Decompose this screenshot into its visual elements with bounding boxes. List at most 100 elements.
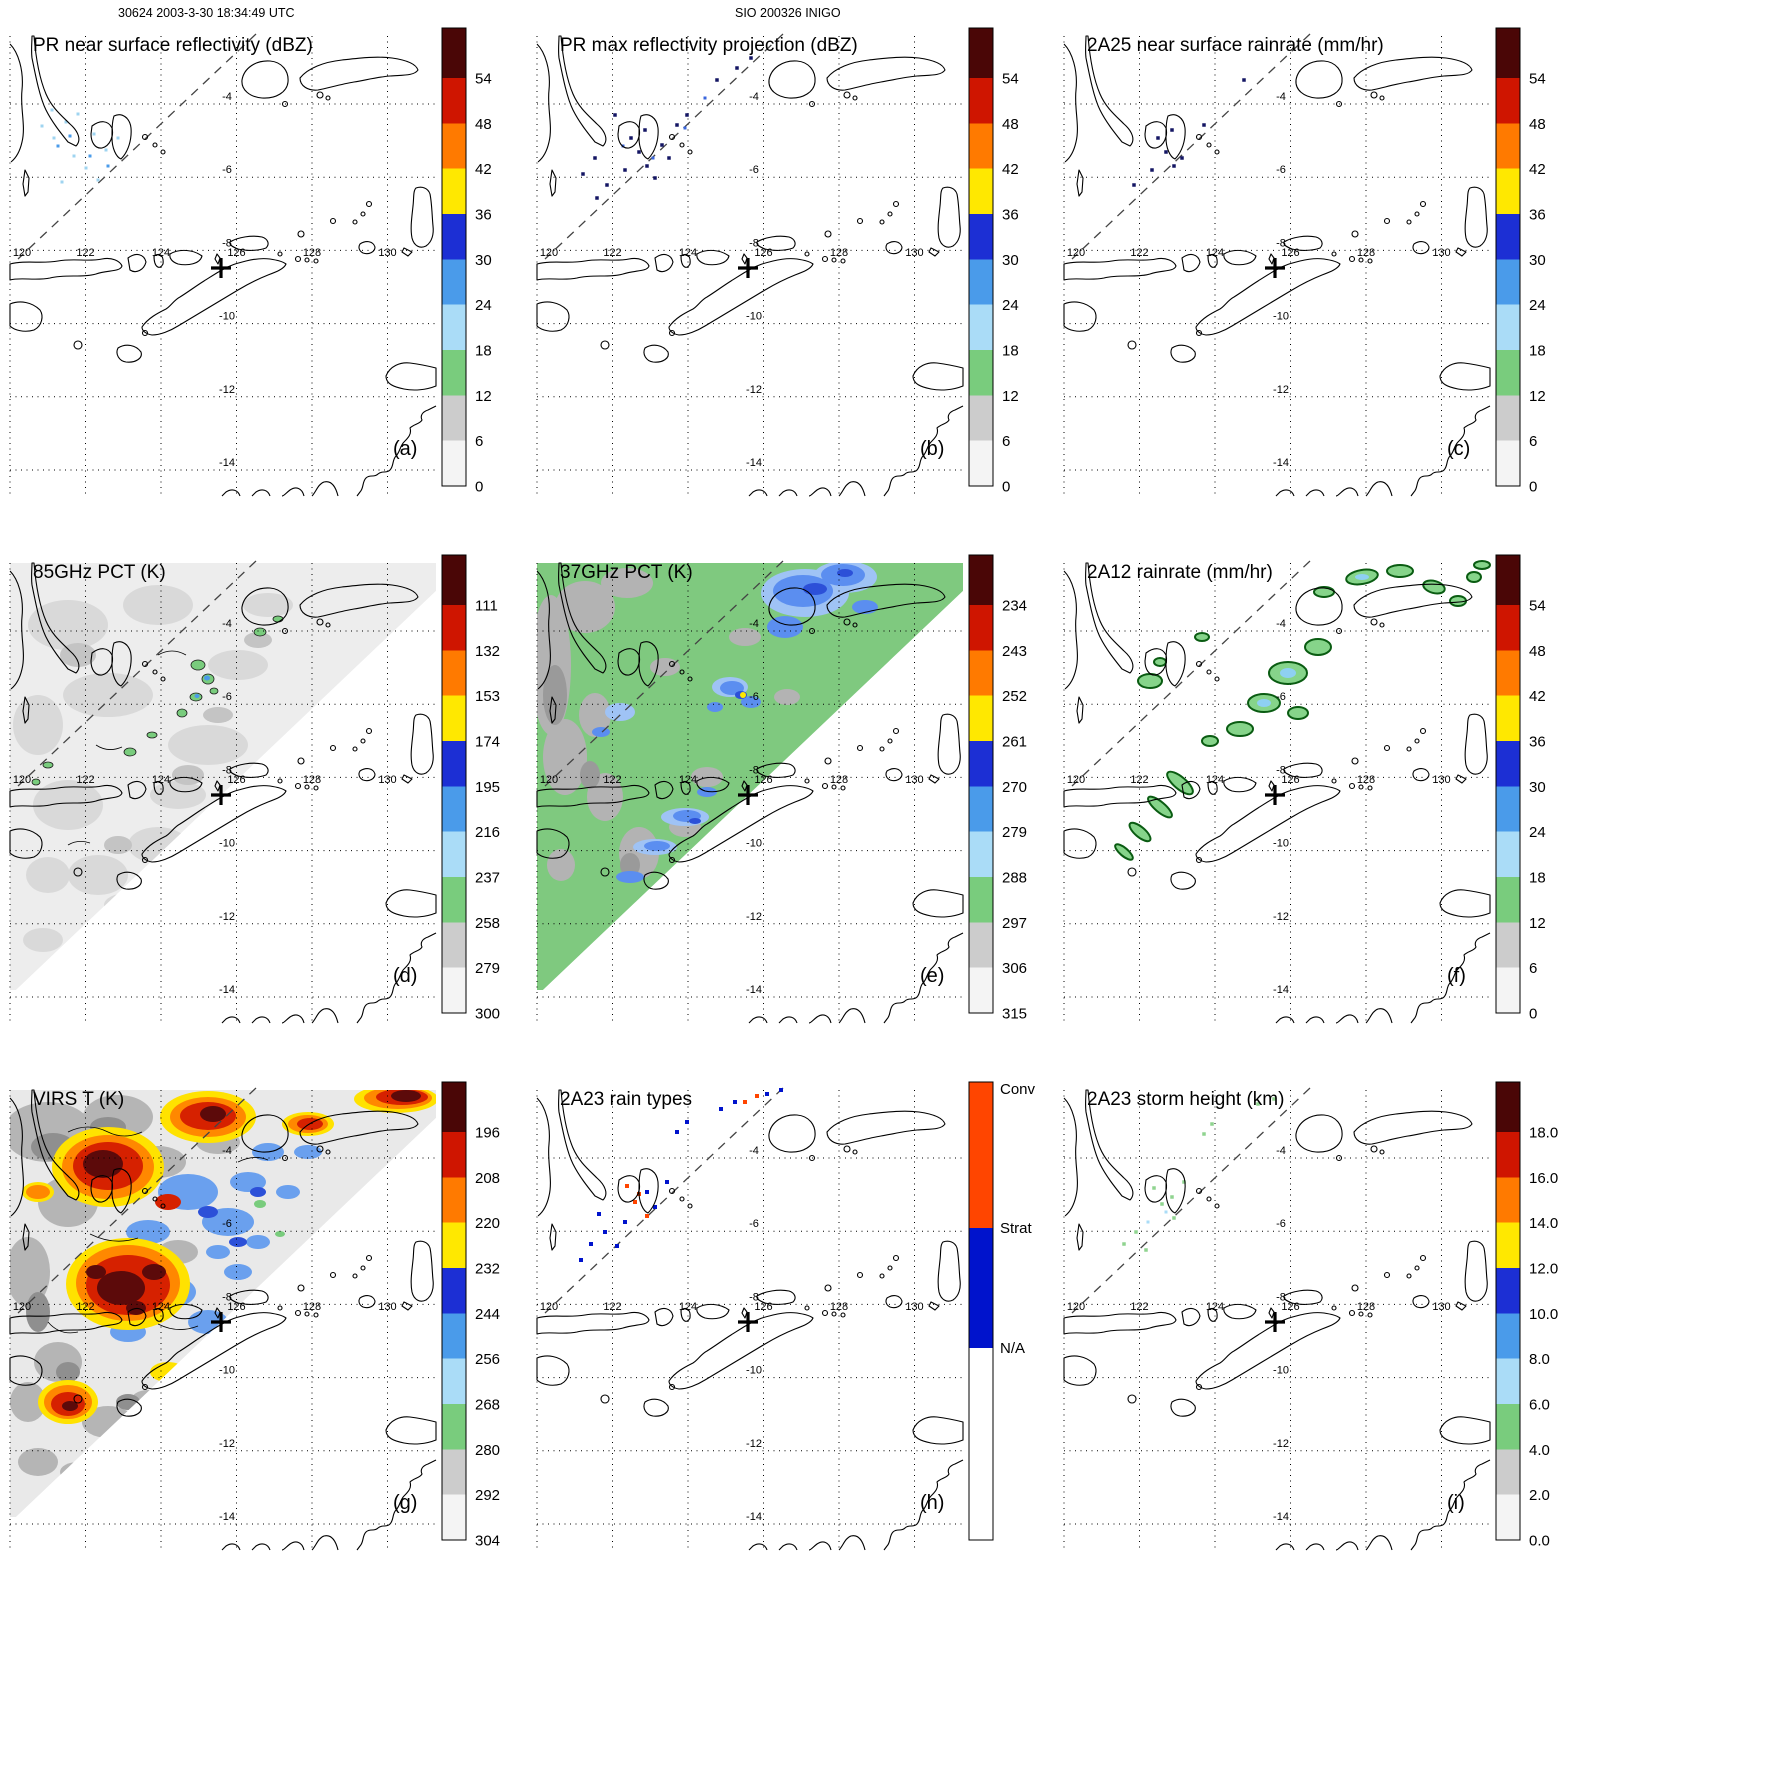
- colorbar: [441, 554, 467, 1014]
- lon-tick-label: 128: [1357, 774, 1375, 786]
- storm-center-cross: [1265, 1312, 1285, 1332]
- lat-tick-label: -4: [1276, 91, 1286, 103]
- lon-tick-label: 120: [1067, 247, 1085, 259]
- colorbar-labels: 111 132 153 174 195 216 237 258 279 300: [475, 598, 500, 1023]
- swath-edge-dashed-line: [1071, 1087, 1311, 1314]
- colorbar-tick-label: 111: [475, 598, 498, 615]
- colorbar-tick-label: 30: [1002, 252, 1019, 269]
- panel-title: PR near surface reflectivity (dBZ): [33, 35, 313, 56]
- colorbar-tick-label: 12: [1529, 388, 1546, 405]
- colorbar-tick-label: 258: [475, 915, 500, 932]
- lat-tick-label: -12: [746, 911, 762, 923]
- swath-edge-dashed-line: [1071, 33, 1311, 260]
- swath-edge-dashed-line: [1071, 560, 1311, 787]
- lat-tick-label: -8: [222, 237, 232, 249]
- lat-tick-label: -8: [749, 237, 759, 249]
- lon-tick-label: 126: [227, 247, 245, 259]
- lon-tick-label: 130: [378, 1301, 396, 1313]
- lat-tick-label: -8: [1276, 1291, 1286, 1303]
- coastlines: [1063, 35, 1491, 497]
- colorbar-tick-label: 18: [1529, 869, 1546, 886]
- colorbar-category-label: Conv: [1000, 1081, 1036, 1098]
- swath-field: [10, 563, 436, 990]
- lon-labels: 120 122 124 126 128 130: [1067, 1301, 1451, 1313]
- map-panel-svg-d: 120 122 124 126 128 130 -4 -6 -8 -10 -12 -14 85GHz P…: [9, 554, 500, 1024]
- lon-tick-label: 130: [1432, 774, 1450, 786]
- colorbar-tick-label: 279: [1002, 824, 1027, 841]
- gridlines: [1063, 1090, 1490, 1550]
- colorbar-tick-label: 6: [475, 433, 483, 450]
- colorbar-category-label: N/A: [1000, 1340, 1025, 1357]
- colorbar-labels: 18.0 16.0 14.0 12.0 10.0 8.0 6.0 4.0 2.0 0.0: [1529, 1125, 1558, 1550]
- lat-tick-label: -6: [222, 691, 232, 703]
- lat-tick-label: -6: [222, 1218, 232, 1230]
- panel-letter: (i): [1447, 1492, 1465, 1514]
- colorbar-tick-label: 2.0: [1529, 1487, 1550, 1504]
- swath-edge-dashed-line: [544, 1087, 784, 1314]
- storm-center-cross: [211, 1312, 231, 1332]
- lon-tick-label: 120: [1067, 774, 1085, 786]
- coastlines: [1063, 562, 1491, 1024]
- colorbar-tick-label: 297: [1002, 915, 1027, 932]
- lon-labels: 120 122 124 126 128 130: [540, 774, 924, 786]
- colorbar-tick-label: 279: [475, 960, 500, 977]
- lat-tick-label: -14: [219, 984, 235, 996]
- swath-field: [10, 1090, 436, 1517]
- colorbar-labels: 54 48 42 36 30 24 18 12 6 0: [475, 71, 492, 496]
- colorbar-tick-label: 30: [1529, 252, 1546, 269]
- lat-tick-label: -12: [219, 911, 235, 923]
- data-overlay-pixels: [579, 1088, 783, 1262]
- lat-labels: -4 -6 -8 -10 -12 -14: [1273, 618, 1289, 996]
- map-panel-svg-g: 120 122 124 126 128 130 -4 -6 -8 -10 -12 -14 VIRS T …: [9, 1081, 500, 1551]
- lon-tick-label: 130: [378, 774, 396, 786]
- lon-tick-label: 122: [1130, 247, 1148, 259]
- lat-tick-label: -10: [1273, 838, 1289, 850]
- colorbar-tick-label: 12: [475, 388, 492, 405]
- colorbar-tick-label: 0: [1529, 1005, 1537, 1022]
- lat-tick-label: -12: [1273, 911, 1289, 923]
- colorbar-tick-label: 288: [1002, 869, 1027, 886]
- lon-tick-label: 130: [905, 1301, 923, 1313]
- colorbar-tick-label: 12: [1002, 388, 1019, 405]
- coastlines: [9, 562, 437, 1024]
- lon-tick-label: 128: [303, 247, 321, 259]
- colorbar-tick-label: 268: [475, 1396, 500, 1413]
- panel-title: VIRS T (K): [33, 1089, 124, 1110]
- swath-edge-dashed-line: [17, 1087, 257, 1314]
- colorbar-tick-label: 48: [1529, 643, 1546, 660]
- colorbar-labels: 54 48 42 36 30 24 18 12 6 0: [1529, 71, 1546, 496]
- colorbar-tick-label: 0: [1529, 478, 1537, 495]
- panel-title: 2A12 rainrate (mm/hr): [1087, 562, 1273, 583]
- panel-i: 120 122 124 126 128 130 -4 -6 -8 -10 -12 -14 2A23 st…: [1062, 1072, 1589, 1599]
- panel-title: 2A23 storm height (km): [1087, 1089, 1284, 1110]
- lat-tick-label: -8: [222, 1291, 232, 1303]
- lon-labels: 120 122 124 126 128 130: [1067, 774, 1451, 786]
- colorbar-tick-label: 48: [475, 116, 492, 133]
- lon-labels: 120 122 124 126 128 130: [540, 247, 924, 259]
- colorbar-tick-label: 244: [475, 1306, 500, 1323]
- lon-tick-label: 126: [1281, 1301, 1299, 1313]
- colorbar-tick-label: 292: [475, 1487, 500, 1504]
- colorbar-tick-label: 42: [475, 161, 492, 178]
- colorbar-tick-label: 24: [1529, 824, 1546, 841]
- data-overlay-pixels: [1132, 78, 1246, 187]
- data-overlay-pixels: [40, 108, 120, 184]
- lon-tick-label: 128: [303, 774, 321, 786]
- colorbar-tick-label: 0: [1002, 478, 1010, 495]
- lon-labels: 120 122 124 126 128 130: [13, 774, 397, 786]
- colorbar-tick-label: 243: [1002, 643, 1027, 660]
- panel-letter: (d): [393, 965, 417, 987]
- data-overlay-rain-cells: [1114, 560, 1491, 861]
- gridlines: [1063, 563, 1490, 1023]
- lat-tick-label: -10: [219, 1365, 235, 1377]
- colorbar-tick-label: 36: [475, 206, 492, 223]
- lon-tick-label: 122: [76, 774, 94, 786]
- lon-tick-label: 128: [303, 1301, 321, 1313]
- colorbar-tick-label: 237: [475, 869, 500, 886]
- lat-tick-label: -14: [1273, 1511, 1289, 1523]
- panel-g: 120 122 124 126 128 130 -4 -6 -8 -10 -12 -14 VIRS T …: [8, 1072, 535, 1599]
- lat-tick-label: -10: [746, 311, 762, 323]
- panel-title: 2A25 near surface rainrate (mm/hr): [1087, 35, 1384, 56]
- lat-tick-label: -14: [746, 457, 762, 469]
